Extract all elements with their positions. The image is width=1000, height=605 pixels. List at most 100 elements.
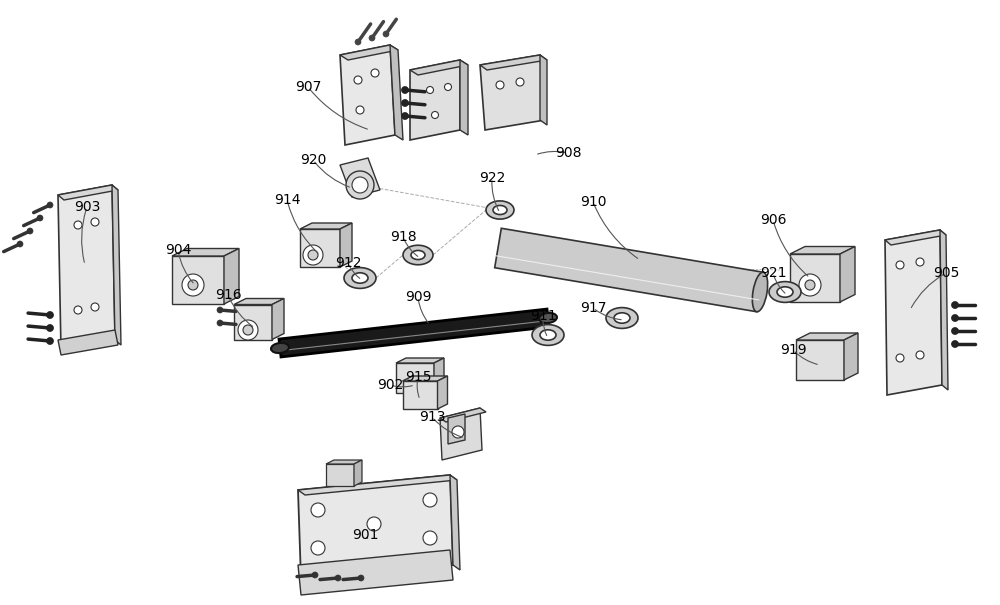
Ellipse shape: [486, 201, 514, 219]
Circle shape: [311, 541, 325, 555]
Circle shape: [805, 280, 815, 290]
Circle shape: [46, 324, 54, 332]
Polygon shape: [396, 363, 434, 393]
Text: 911: 911: [530, 309, 556, 323]
Circle shape: [74, 221, 82, 229]
Ellipse shape: [539, 313, 557, 323]
Polygon shape: [840, 246, 855, 302]
Text: 904: 904: [165, 243, 191, 257]
Polygon shape: [796, 340, 844, 380]
Circle shape: [916, 351, 924, 359]
Polygon shape: [300, 229, 340, 267]
Circle shape: [369, 35, 375, 41]
Polygon shape: [234, 304, 272, 339]
Circle shape: [952, 315, 958, 321]
Polygon shape: [885, 230, 946, 245]
Text: 920: 920: [300, 153, 326, 167]
Polygon shape: [298, 475, 453, 580]
Text: 906: 906: [760, 213, 786, 227]
Polygon shape: [340, 45, 398, 60]
Circle shape: [354, 76, 362, 84]
Circle shape: [355, 39, 361, 45]
Polygon shape: [438, 376, 448, 409]
Polygon shape: [340, 45, 395, 145]
Circle shape: [952, 341, 958, 347]
Polygon shape: [540, 55, 547, 125]
Circle shape: [46, 312, 54, 318]
Polygon shape: [410, 60, 468, 75]
Polygon shape: [172, 256, 224, 304]
Polygon shape: [58, 330, 118, 355]
Text: 907: 907: [295, 80, 321, 94]
Circle shape: [952, 301, 958, 309]
Polygon shape: [402, 381, 438, 409]
Polygon shape: [796, 333, 858, 340]
Polygon shape: [298, 475, 457, 495]
Ellipse shape: [493, 206, 507, 215]
Polygon shape: [340, 158, 380, 197]
Text: 903: 903: [74, 200, 100, 214]
Ellipse shape: [344, 267, 376, 289]
Circle shape: [303, 245, 323, 265]
Circle shape: [432, 111, 438, 119]
Circle shape: [423, 531, 437, 545]
Polygon shape: [298, 550, 453, 595]
Text: 910: 910: [580, 195, 606, 209]
Polygon shape: [434, 358, 444, 393]
Circle shape: [516, 78, 524, 86]
Text: 901: 901: [352, 528, 378, 542]
Circle shape: [182, 274, 204, 296]
Polygon shape: [272, 298, 284, 339]
Polygon shape: [234, 298, 284, 304]
Circle shape: [311, 503, 325, 517]
Polygon shape: [480, 55, 545, 130]
Circle shape: [426, 87, 434, 94]
Circle shape: [356, 106, 364, 114]
Text: 916: 916: [215, 288, 241, 302]
Polygon shape: [354, 460, 362, 486]
Polygon shape: [172, 249, 239, 256]
Polygon shape: [58, 185, 118, 200]
Polygon shape: [450, 475, 460, 570]
Polygon shape: [402, 376, 448, 381]
Circle shape: [74, 306, 82, 314]
Circle shape: [46, 338, 54, 344]
Polygon shape: [885, 230, 942, 395]
Polygon shape: [340, 223, 352, 267]
Polygon shape: [279, 309, 549, 357]
Polygon shape: [326, 460, 362, 464]
Circle shape: [402, 99, 409, 106]
Circle shape: [358, 575, 364, 581]
Circle shape: [916, 258, 924, 266]
Text: 902: 902: [377, 378, 403, 392]
Circle shape: [312, 572, 318, 578]
Polygon shape: [224, 249, 239, 304]
Circle shape: [402, 113, 409, 120]
Polygon shape: [396, 358, 444, 363]
Circle shape: [47, 202, 53, 208]
Polygon shape: [480, 55, 547, 70]
Polygon shape: [448, 414, 465, 444]
Circle shape: [367, 517, 381, 531]
Text: 919: 919: [780, 343, 806, 357]
Text: 915: 915: [405, 370, 431, 384]
Circle shape: [238, 320, 258, 340]
Circle shape: [27, 228, 33, 234]
Ellipse shape: [352, 273, 368, 283]
Text: 912: 912: [335, 256, 361, 270]
Circle shape: [896, 261, 904, 269]
Circle shape: [952, 327, 958, 335]
Ellipse shape: [403, 245, 433, 265]
Polygon shape: [460, 60, 468, 135]
Polygon shape: [440, 408, 486, 422]
Polygon shape: [58, 185, 115, 350]
Ellipse shape: [614, 313, 630, 323]
Text: 913: 913: [419, 410, 445, 424]
Circle shape: [217, 307, 223, 313]
Circle shape: [346, 171, 374, 199]
Polygon shape: [790, 254, 840, 302]
Circle shape: [496, 81, 504, 89]
Ellipse shape: [411, 250, 425, 260]
Text: 908: 908: [555, 146, 581, 160]
Text: 914: 914: [274, 193, 300, 207]
